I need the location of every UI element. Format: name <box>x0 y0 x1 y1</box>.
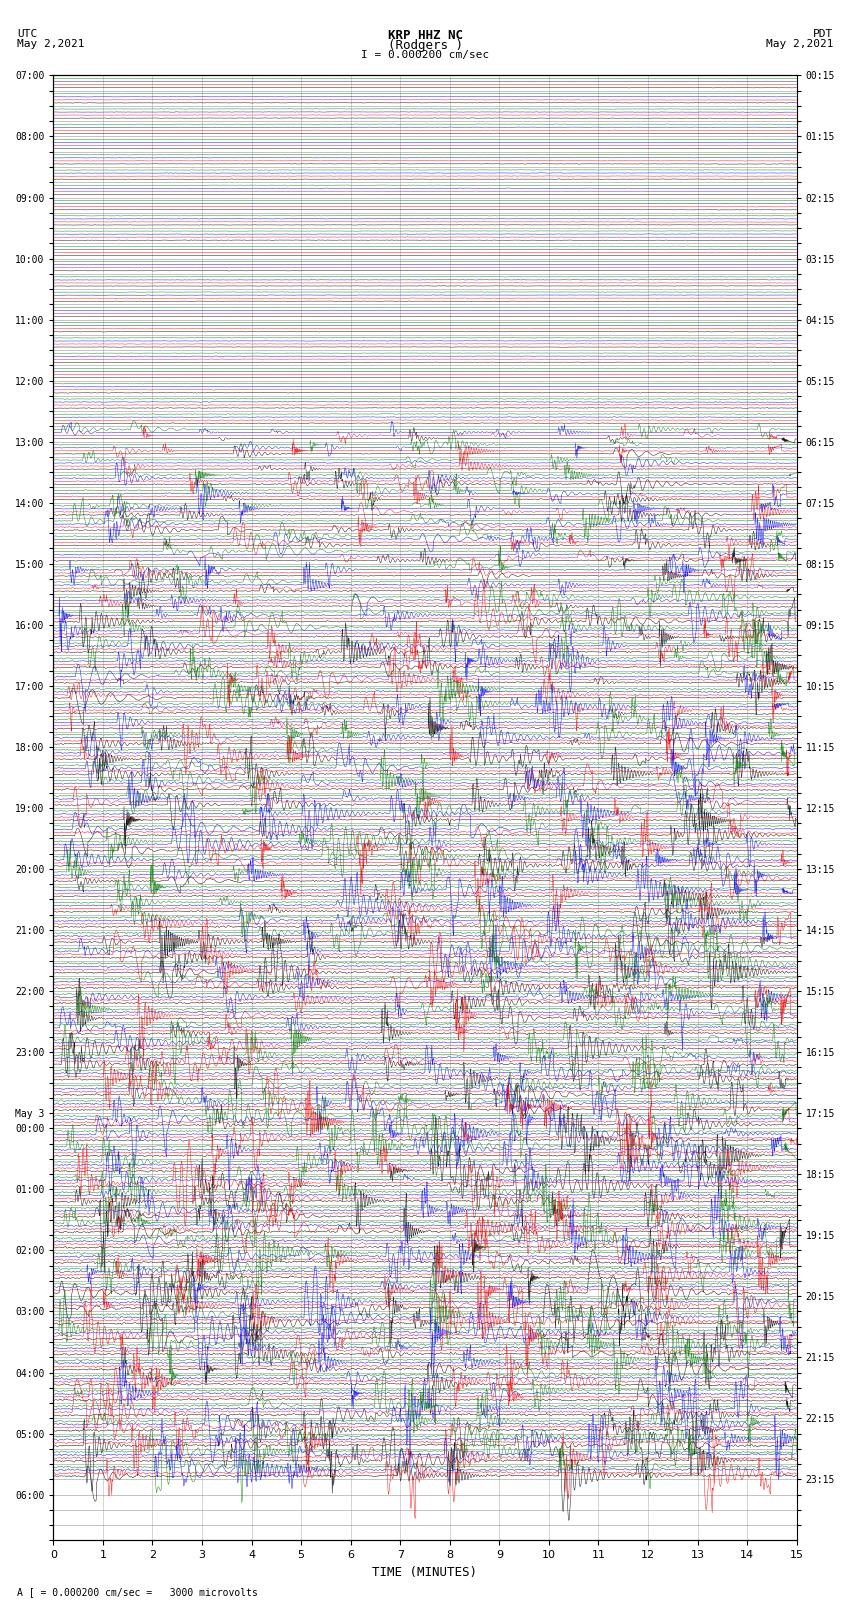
Text: (Rodgers ): (Rodgers ) <box>388 39 462 52</box>
Text: KRP HHZ NC: KRP HHZ NC <box>388 29 462 42</box>
Text: UTC: UTC <box>17 29 37 39</box>
Text: A [ = 0.000200 cm/sec =   3000 microvolts: A [ = 0.000200 cm/sec = 3000 microvolts <box>17 1587 258 1597</box>
Text: May 2,2021: May 2,2021 <box>766 39 833 48</box>
Text: PDT: PDT <box>813 29 833 39</box>
Text: I = 0.000200 cm/sec: I = 0.000200 cm/sec <box>361 50 489 60</box>
X-axis label: TIME (MINUTES): TIME (MINUTES) <box>372 1566 478 1579</box>
Text: May 2,2021: May 2,2021 <box>17 39 84 48</box>
